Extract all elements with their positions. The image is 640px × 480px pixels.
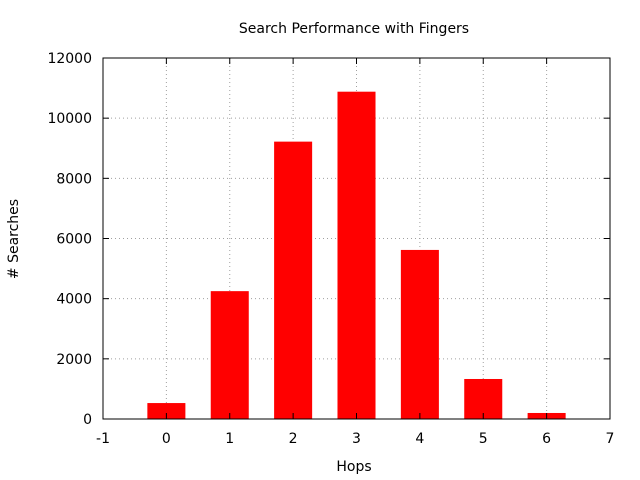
y-tick-label-2: 4000 — [56, 292, 92, 308]
bar-0 — [147, 403, 186, 419]
y-tick-label-0: 0 — [83, 412, 92, 428]
bar-series — [147, 91, 566, 420]
y-tick-label-6: 12000 — [47, 51, 92, 67]
x-tick-label-3: 2 — [289, 431, 298, 447]
y-axis-label: # Searches — [6, 199, 22, 279]
bar-1 — [210, 291, 249, 419]
chart-title: Search Performance with Fingers — [239, 21, 469, 37]
y-tick-labels: 0 2000 4000 6000 8000 10000 12000 — [47, 51, 92, 428]
x-axis-label: Hops — [336, 459, 371, 475]
x-tick-label-5: 4 — [415, 431, 424, 447]
x-tick-label-8: 7 — [606, 431, 615, 447]
tick-marks — [102, 57, 611, 420]
x-tick-label-2: 1 — [225, 431, 234, 447]
x-tick-label-1: 0 — [162, 431, 171, 447]
bar-3 — [337, 91, 376, 420]
bar-4 — [400, 249, 439, 419]
bar-5 — [464, 378, 503, 419]
x-tick-label-7: 6 — [542, 431, 551, 447]
x-tick-labels: -1 0 1 2 3 4 5 6 7 — [96, 431, 614, 447]
y-tick-label-3: 6000 — [56, 232, 92, 248]
x-tick-label-6: 5 — [479, 431, 488, 447]
x-tick-label-0: -1 — [96, 431, 110, 447]
bar-2 — [274, 141, 313, 420]
y-tick-label-5: 10000 — [47, 111, 92, 127]
y-tick-label-1: 2000 — [56, 352, 92, 368]
x-tick-label-4: 3 — [352, 431, 361, 447]
y-tick-label-4: 8000 — [56, 171, 92, 187]
